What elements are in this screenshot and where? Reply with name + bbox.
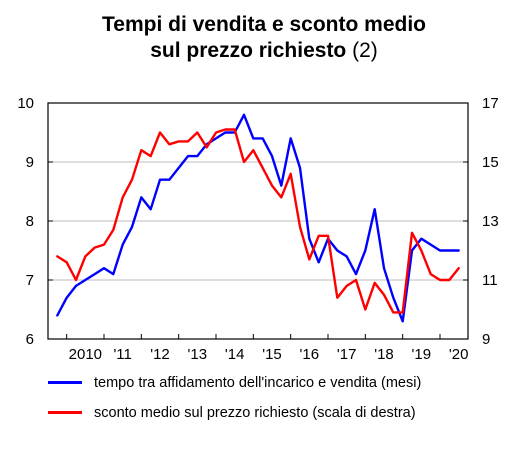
y-left-tick-label: 10 — [17, 95, 34, 112]
legend-item-tempo: tempo tra affidamento dell'incarico e ve… — [48, 368, 421, 398]
chart-title-line2: sul prezzo richiesto (2) — [0, 38, 528, 64]
chart-title-line1: Tempi di vendita e sconto medio — [102, 13, 426, 36]
x-tick-label: '13 — [188, 346, 208, 363]
chart-title-line2-bold: sul prezzo richiesto — [150, 39, 347, 62]
legend-label-sconto: sconto medio sul prezzo richiesto (scala… — [94, 405, 416, 421]
y-left-tick-label: 7 — [26, 272, 34, 289]
x-tick-label: '12 — [150, 346, 170, 363]
y-left-tick-label: 8 — [26, 213, 34, 230]
legend-item-sconto: sconto medio sul prezzo richiesto (scala… — [48, 398, 421, 428]
grid-lines — [48, 161, 468, 281]
legend-swatch-blue — [48, 381, 82, 384]
x-tick-label: 2010 — [69, 346, 102, 363]
y-left-tick-label: 6 — [26, 331, 34, 348]
y-right-tick-label: 17 — [482, 95, 499, 112]
x-tick-label: '15 — [262, 346, 282, 363]
series-line-tempo — [56, 113, 460, 323]
legend-swatch-red — [48, 411, 82, 414]
series-line-sconto — [56, 128, 460, 314]
x-tick-label: '20 — [449, 346, 469, 363]
x-tick-label: '18 — [374, 346, 394, 363]
x-tick-label: '19 — [412, 346, 432, 363]
legend-label-tempo: tempo tra affidamento dell'incarico e ve… — [94, 375, 422, 391]
chart-title: Tempi di vendita e sconto medio sul prez… — [0, 12, 528, 64]
x-tick-label: '14 — [225, 346, 245, 363]
axis-ticks — [48, 102, 468, 340]
series-lines — [56, 113, 460, 323]
y-right-tick-label: 13 — [482, 213, 499, 230]
x-tick-label: '11 — [113, 346, 131, 363]
chart-title-note: (2) — [352, 39, 378, 62]
y-left-tick-label: 9 — [26, 154, 34, 171]
axis-tick-labels: 6 9 7 11 8 13 9 15 10 17 2010 '11 '12 '13 '14 '15 '16 '17… — [17, 95, 498, 363]
y-right-tick-label: 15 — [482, 154, 499, 171]
legend: tempo tra affidamento dell'incarico e ve… — [48, 368, 421, 428]
x-tick-label: '17 — [337, 346, 357, 363]
y-right-tick-label: 9 — [482, 331, 490, 348]
x-tick-label: '16 — [300, 346, 320, 363]
y-right-tick-label: 11 — [482, 272, 498, 289]
